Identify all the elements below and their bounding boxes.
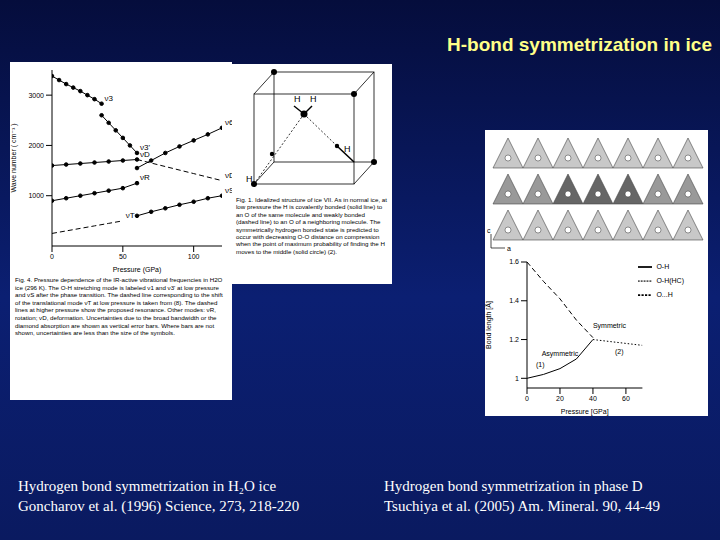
html-text:O-H: O-H	[656, 262, 670, 270]
svg-text:3000: 3000	[28, 92, 44, 99]
svg-text:H: H	[246, 174, 253, 184]
html-text:Fig. 1. Idealized structure of: Fig. 1. Idealized structure of ice VII. …	[236, 196, 387, 255]
svg-text:20: 20	[556, 395, 564, 402]
svg-text:ν6: ν6	[225, 118, 232, 127]
svg-text:1.4: 1.4	[509, 297, 519, 304]
svg-text:νD: νD	[225, 171, 232, 180]
svg-text:νS: νS	[225, 186, 232, 195]
svg-text:a: a	[507, 245, 511, 252]
svg-text:1.2: 1.2	[509, 336, 519, 343]
svg-text:H: H	[310, 94, 317, 104]
html-text:Hydrogen bond symmetrization i: Hydrogen bond symmetrization in phase D	[384, 478, 643, 494]
html-text:O-H(HC): O-H(HC)	[656, 276, 684, 284]
html-text:O...H: O...H	[656, 290, 673, 298]
svg-text:νD: νD	[140, 150, 150, 159]
svg-text:1: 1	[515, 375, 519, 382]
svg-text:60: 60	[622, 395, 630, 402]
svg-text:Bond length [Å]: Bond length [Å]	[485, 301, 493, 349]
svg-text:H: H	[344, 144, 351, 154]
svg-text:50: 50	[119, 253, 127, 260]
svg-text:1000: 1000	[28, 192, 44, 199]
html-text:Tsuchiya et al. (2005) Am. Min: Tsuchiya et al. (2005) Am. Mineral. 90, …	[384, 498, 660, 514]
svg-text:c: c	[487, 227, 491, 234]
svg-text:2000: 2000	[28, 142, 44, 149]
svg-text:νR: νR	[140, 173, 150, 182]
svg-text:Wave number ( cm⁻¹ ): Wave number ( cm⁻¹ )	[10, 123, 18, 192]
html-text:Hydrogen bond symmetrization i: Hydrogen bond symmetrization in H₂O ice	[18, 478, 277, 494]
svg-text:νT: νT	[126, 211, 135, 220]
html-text:Goncharov et al. (1996) Scienc: Goncharov et al. (1996) Science, 273, 21…	[18, 498, 300, 514]
svg-text:0: 0	[525, 395, 529, 402]
svg-text:ν3': ν3'	[140, 143, 150, 152]
svg-text:0: 0	[50, 253, 54, 260]
svg-text:40: 40	[589, 395, 597, 402]
html-text:Fig. 4. Pressure dependence of: Fig. 4. Pressure dependence of the IR-ac…	[15, 276, 223, 337]
svg-text:ν3: ν3	[105, 94, 114, 103]
svg-text:100: 100	[188, 253, 200, 260]
svg-text:H: H	[294, 94, 301, 104]
html-text:H-bond symmetrization in ice: H-bond symmetrization in ice	[447, 34, 712, 55]
svg-text:Pressure [GPa]: Pressure [GPa]	[561, 408, 609, 416]
svg-text:Asymmetric: Asymmetric	[542, 350, 579, 358]
svg-text:(1): (1)	[536, 361, 545, 369]
svg-text:Symmetric: Symmetric	[593, 322, 627, 330]
svg-text:(2): (2)	[615, 348, 624, 356]
svg-text:1.6: 1.6	[509, 258, 519, 265]
svg-text:Pressure (GPa): Pressure (GPa)	[113, 266, 162, 274]
